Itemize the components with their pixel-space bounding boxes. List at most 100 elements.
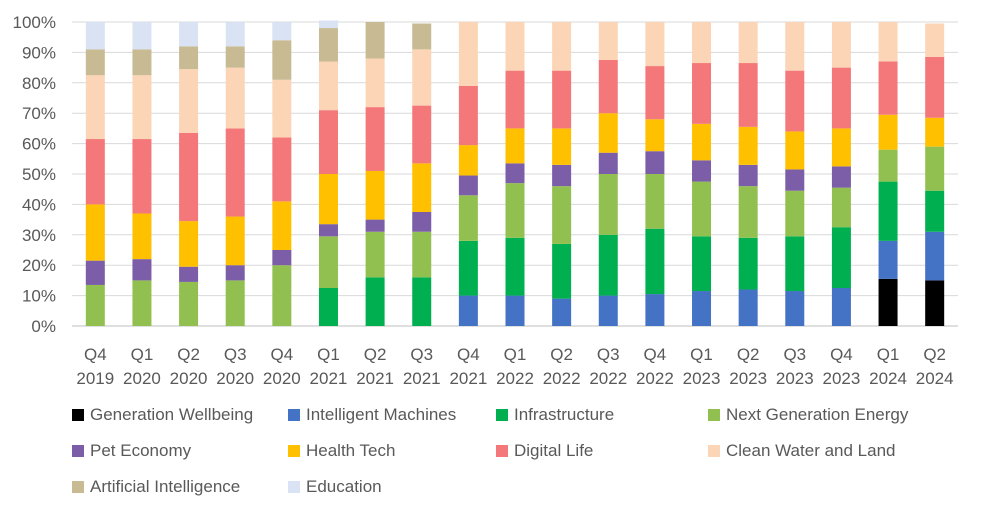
bar-segment: [505, 22, 525, 71]
bar-segment: [785, 22, 805, 71]
bar-segment: [412, 212, 432, 232]
bar-segment: [179, 46, 199, 70]
x-tick-label: 2022: [543, 369, 581, 388]
y-tick-label: 100%: [13, 13, 56, 32]
bar-segment: [458, 145, 478, 176]
legend-label: Health Tech: [306, 441, 396, 460]
x-tick-label: 2022: [589, 369, 627, 388]
x-tick-label: 2023: [729, 369, 767, 388]
bar-segment: [645, 151, 665, 174]
bar-segment: [738, 126, 758, 165]
bar-segment: [85, 75, 105, 140]
bar-segment: [132, 139, 152, 214]
bar-segment: [272, 137, 292, 202]
bar-segment: [831, 288, 851, 326]
x-tick-label: Q4: [457, 345, 480, 364]
legend-item: Digital Life: [496, 440, 593, 462]
legend-swatch: [288, 409, 300, 421]
legend-swatch: [708, 409, 720, 421]
bar-segment: [318, 174, 338, 225]
legend-item: Intelligent Machines: [288, 404, 456, 426]
bar-segment: [925, 56, 945, 118]
bar-segment: [692, 63, 712, 124]
x-tick-label: Q2: [550, 345, 573, 364]
bar-segment: [505, 70, 525, 129]
bar-segment: [458, 175, 478, 196]
bar-segment: [412, 105, 432, 164]
bar-segment: [458, 240, 478, 296]
x-tick-label: Q1: [877, 345, 900, 364]
x-tick-label: Q2: [364, 345, 387, 364]
bar-segment: [85, 260, 105, 285]
bar-segment: [272, 22, 292, 41]
x-tick-label: 2021: [403, 369, 441, 388]
bar-segment: [225, 265, 245, 281]
bar-segment: [645, 294, 665, 326]
bar-segment: [552, 22, 572, 71]
bar-segment: [458, 195, 478, 241]
bar-segment: [645, 66, 665, 120]
bar-segment: [925, 146, 945, 191]
bar-segment: [552, 243, 572, 299]
bar-segment: [831, 227, 851, 288]
bar-segment: [412, 163, 432, 212]
x-tick-label: 2020: [170, 369, 208, 388]
x-tick-label: Q2: [177, 345, 200, 364]
legend-label: Infrastructure: [514, 405, 615, 424]
bar-segment: [692, 22, 712, 64]
x-tick-label: 2019: [76, 369, 114, 388]
bar-segment: [738, 22, 758, 64]
bar-segment: [878, 149, 898, 182]
bar-segment: [132, 75, 152, 140]
y-tick-label: 30%: [22, 226, 56, 245]
x-tick-label: Q4: [270, 345, 293, 364]
y-tick-label: 60%: [22, 135, 56, 154]
bar-segment: [365, 231, 385, 278]
bar-segment: [925, 231, 945, 281]
bar-segment: [692, 181, 712, 237]
legend-swatch: [72, 481, 84, 493]
bar-segment: [692, 123, 712, 161]
x-tick-label: Q1: [131, 345, 154, 364]
x-tick-label: Q3: [410, 345, 433, 364]
x-tick-label: 2023: [683, 369, 721, 388]
bar-segment: [738, 289, 758, 326]
bar-segment: [785, 291, 805, 326]
y-axis: 0% 10% 20% 30% 40% 50% 60% 70% 80% 90% 100%: [13, 13, 56, 336]
legend-label: Clean Water and Land: [726, 441, 896, 460]
bar-segment: [552, 298, 572, 326]
bar-segment: [225, 216, 245, 266]
legend-item: Health Tech: [288, 440, 395, 462]
bar-segment: [505, 237, 525, 296]
bar-segment: [878, 278, 898, 326]
y-tick-label: 90%: [22, 43, 56, 62]
bar-segment: [878, 114, 898, 150]
bar-segment: [505, 183, 525, 238]
bar-segment: [925, 190, 945, 232]
legend-item: Education: [288, 476, 382, 498]
legend-item: Pet Economy: [72, 440, 191, 462]
x-tick-label: 2021: [310, 369, 348, 388]
bar-segment: [412, 49, 432, 106]
bar-segment: [738, 237, 758, 290]
x-tick-label: Q1: [690, 345, 713, 364]
bar-segment: [458, 295, 478, 326]
bar-segment: [878, 181, 898, 241]
bar-segment: [225, 280, 245, 326]
x-tick-label: Q3: [224, 345, 247, 364]
bar-segment: [598, 152, 618, 174]
y-tick-label: 40%: [22, 195, 56, 214]
bar-segment: [132, 49, 152, 76]
bar-segment: [365, 170, 385, 220]
bar-segment: [878, 61, 898, 115]
legend-item: Artificial Intelligence: [72, 476, 240, 498]
bar-segment: [412, 231, 432, 278]
bar-segment: [318, 288, 338, 326]
bar-segment: [85, 284, 105, 326]
bar-segment: [272, 250, 292, 266]
x-tick-label: 2022: [636, 369, 674, 388]
bar-segment: [132, 259, 152, 281]
bar-segment: [785, 236, 805, 292]
bar-segment: [598, 113, 618, 153]
bar-segment: [179, 69, 199, 133]
